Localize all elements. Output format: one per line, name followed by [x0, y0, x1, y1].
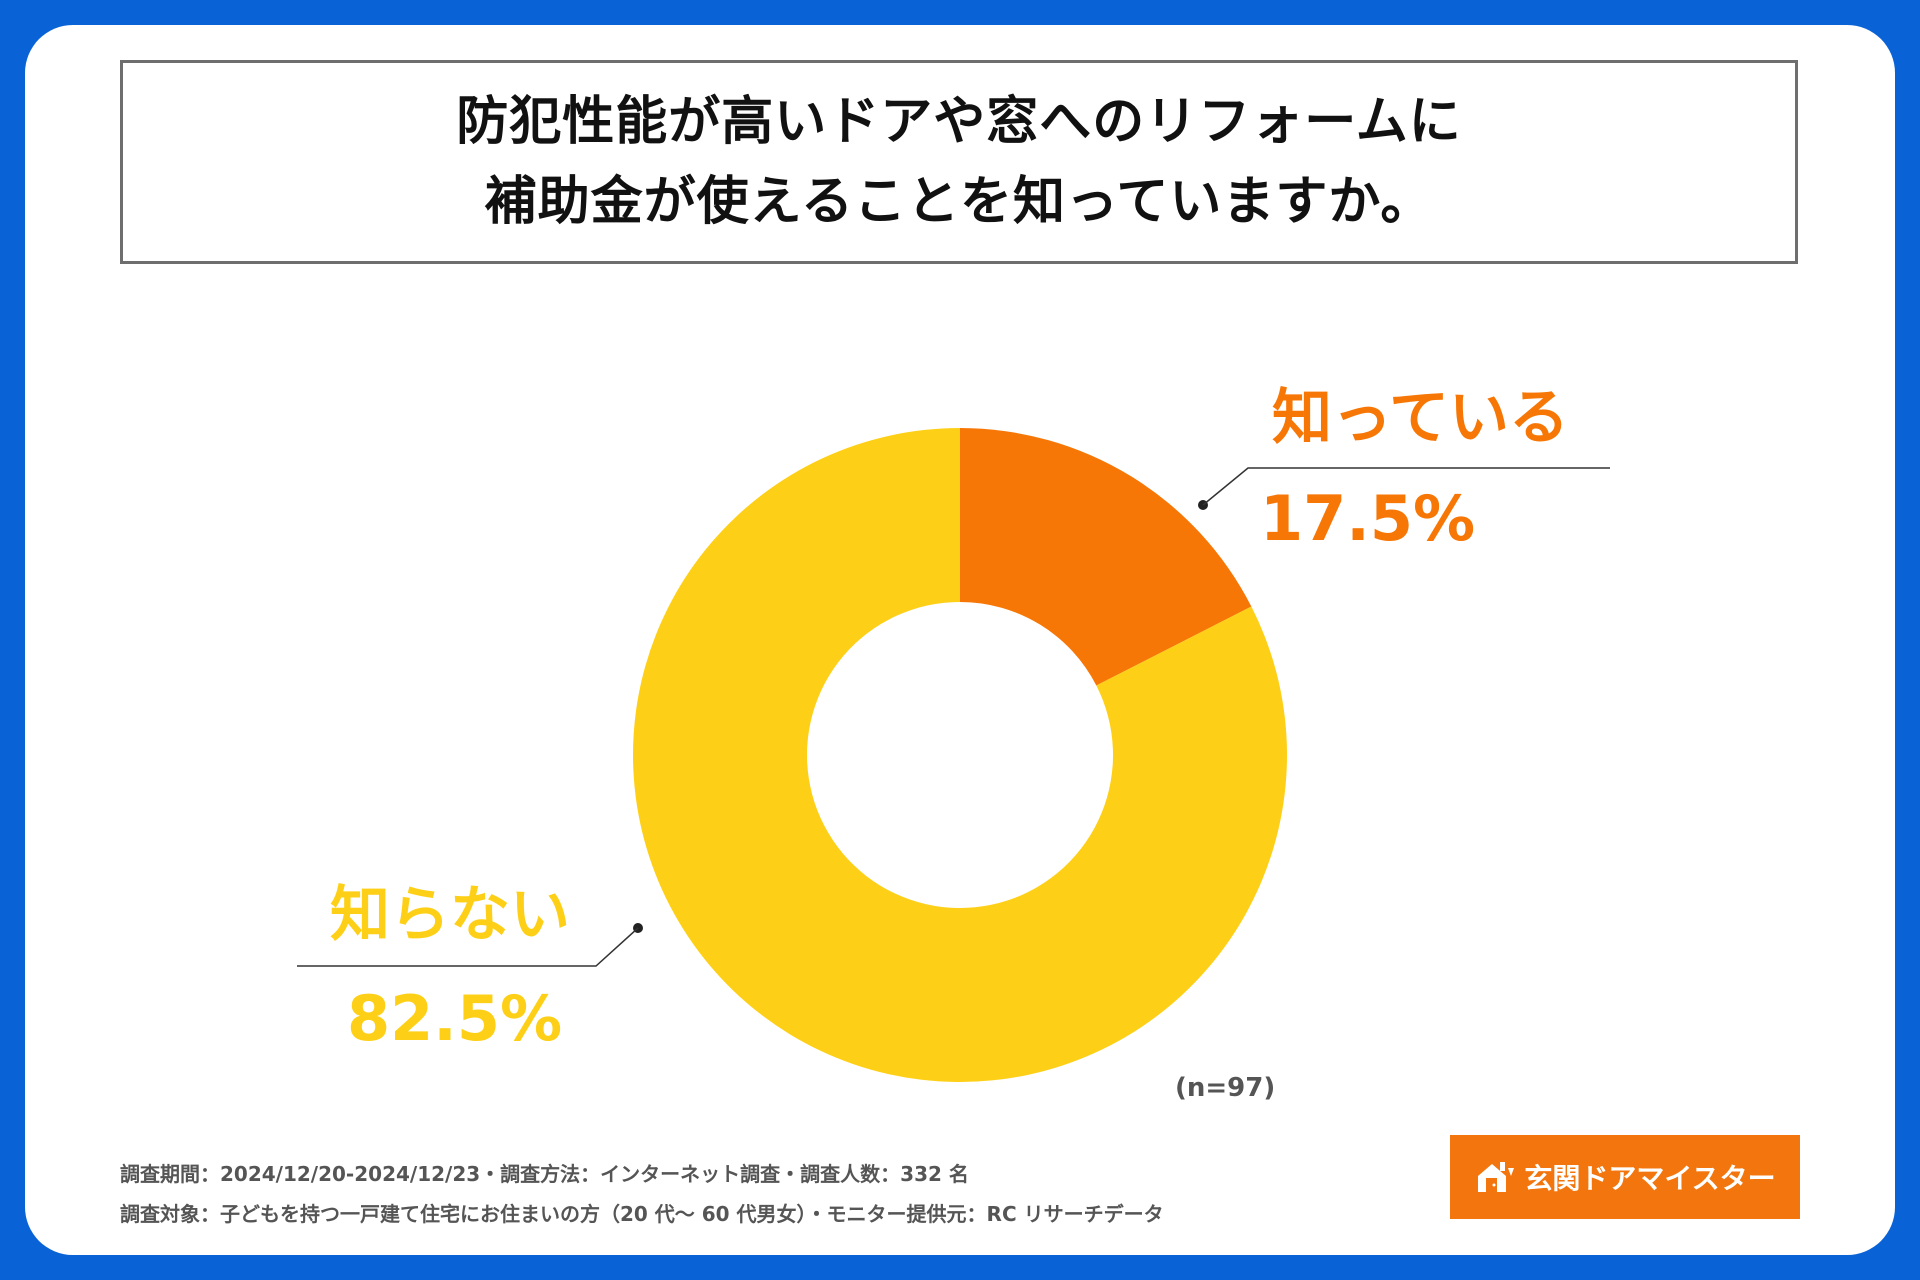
- slice-value-0: 17.5%: [1260, 482, 1475, 555]
- slice-label-1: 知らない: [330, 880, 570, 950]
- title-line-1: 防犯性能が高いドアや窓へのリフォームに: [456, 92, 1462, 152]
- donut-slice-0: [960, 428, 1252, 686]
- survey-footnote-1: 調査期間：2024/12/20-2024/12/23・調査方法：インターネット調…: [120, 1162, 969, 1186]
- survey-footnote-2: 調査対象：子どもを持つ一戸建て住宅にお住まいの方（20 代～ 60 代男女）・モ…: [120, 1202, 1164, 1226]
- title-box: 防犯性能が高いドアや窓へのリフォームに 補助金が使えることを知っていますか。: [120, 60, 1798, 264]
- house-door-icon: [1478, 1162, 1515, 1192]
- donut-slice-1: [633, 428, 1288, 1082]
- callout-line-1: [297, 927, 639, 967]
- callout-line-0: [1202, 467, 1610, 506]
- slice-value-1: 82.5%: [347, 982, 562, 1055]
- brand-logo: 玄関ドアマイスター: [1450, 1135, 1800, 1219]
- sample-size-label: (n=97): [1175, 1073, 1276, 1103]
- brand-name: 玄関ドアマイスター: [1524, 1162, 1776, 1195]
- slice-label-0: 知っている: [1272, 383, 1569, 453]
- title-line-2: 補助金が使えることを知っていますか。: [484, 172, 1434, 232]
